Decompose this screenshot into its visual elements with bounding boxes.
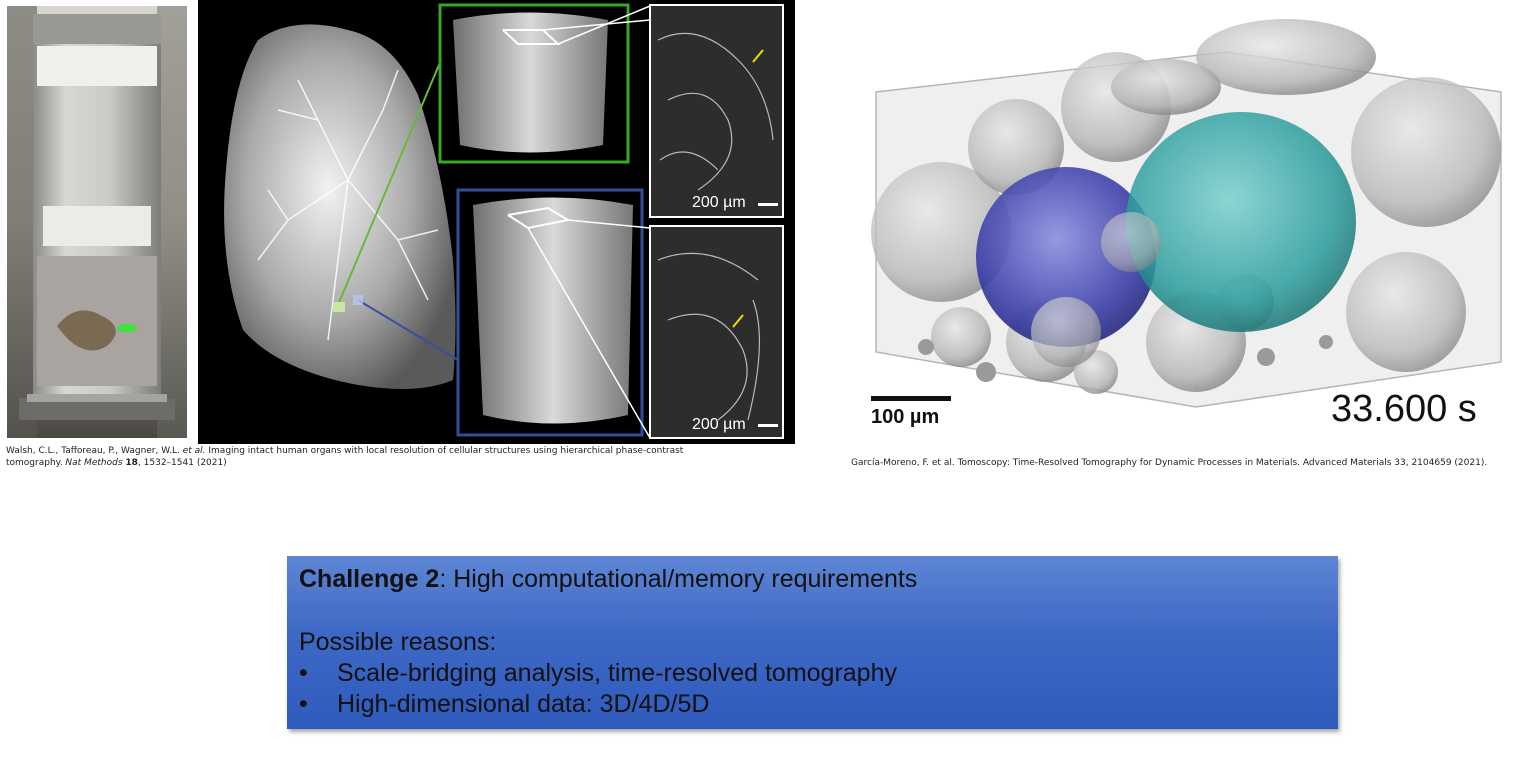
blue-inset-frame xyxy=(456,188,644,437)
scale-bar-label-top: 200 µm xyxy=(692,194,746,211)
scale-bar-label-bottom: 200 µm xyxy=(692,416,746,433)
histology-panel-bottom xyxy=(649,225,784,439)
right-figure-caption: García-Moreno, F. et al. Tomoscopy: Time… xyxy=(851,458,1488,468)
teal-bubble xyxy=(1126,112,1356,332)
blue-bubble xyxy=(976,167,1156,347)
green-inset-frame xyxy=(438,3,630,164)
foam-timestamp: 33.600 s xyxy=(1331,388,1477,430)
histology-panel-top xyxy=(649,4,784,218)
reason-text: High-dimensional data: 3D/4D/5D xyxy=(337,690,710,718)
bullet-dot: • xyxy=(299,690,308,718)
sample-container-photo xyxy=(7,6,187,438)
foam-scale-bar-label: 100 µm xyxy=(871,406,940,428)
lung-tomography-figure: 200 µm 200 µm xyxy=(198,0,795,444)
lung-volume xyxy=(224,24,456,389)
challenge-box: Challenge 2: High computational/memory r… xyxy=(287,556,1338,729)
foam-tomoscopy-figure: 100 µm 33.600 s xyxy=(866,12,1506,442)
challenge-title: Challenge 2: High computational/memory r… xyxy=(299,565,918,593)
bullet-dot: • xyxy=(299,659,308,687)
reason-text: Scale-bridging analysis, time-resolved t… xyxy=(337,659,897,687)
foam-scale-bar xyxy=(871,396,951,401)
reasons-heading: Possible reasons: xyxy=(299,628,497,656)
left-figure-caption: Walsh, C.L., Tafforeau, P., Wagner, W.L.… xyxy=(6,446,684,468)
